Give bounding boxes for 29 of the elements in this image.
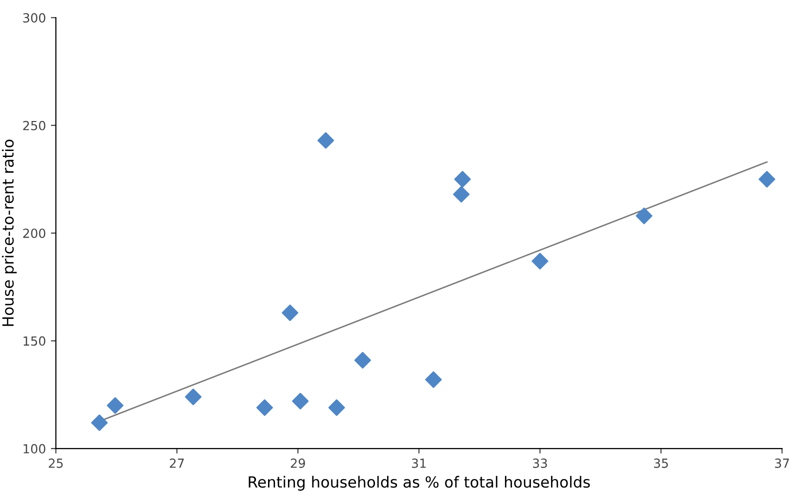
point bbox=[317, 132, 334, 149]
y-axis-title: House price-to-rent ratio bbox=[2, 140, 17, 326]
point bbox=[256, 399, 273, 416]
point bbox=[282, 304, 298, 322]
x-tick-label: 25 bbox=[48, 458, 63, 468]
point bbox=[328, 399, 345, 416]
y-tick-label: 250 bbox=[23, 120, 46, 130]
point bbox=[636, 208, 652, 224]
x-tick-label: 35 bbox=[654, 458, 668, 468]
y-tick-label: 100 bbox=[24, 444, 46, 454]
point bbox=[454, 170, 471, 188]
point bbox=[453, 186, 470, 203]
point bbox=[292, 392, 309, 410]
point bbox=[106, 397, 124, 414]
point bbox=[184, 388, 202, 406]
point bbox=[532, 252, 548, 270]
x-tick-label: 29 bbox=[290, 458, 305, 468]
point bbox=[91, 414, 108, 432]
x-tick-label: 31 bbox=[412, 458, 426, 468]
point bbox=[758, 170, 776, 188]
point bbox=[354, 352, 371, 369]
y-tick-label: 300 bbox=[23, 13, 46, 23]
y-tick-label: 200 bbox=[23, 228, 46, 238]
y-tick-label: 150 bbox=[24, 336, 46, 346]
point bbox=[425, 371, 442, 388]
x-tick-label: 33 bbox=[532, 458, 547, 468]
x-tick-label: 37 bbox=[775, 458, 789, 468]
x-axis-title: Renting households as % of total households bbox=[248, 476, 590, 491]
x-tick-label: 27 bbox=[170, 458, 184, 468]
